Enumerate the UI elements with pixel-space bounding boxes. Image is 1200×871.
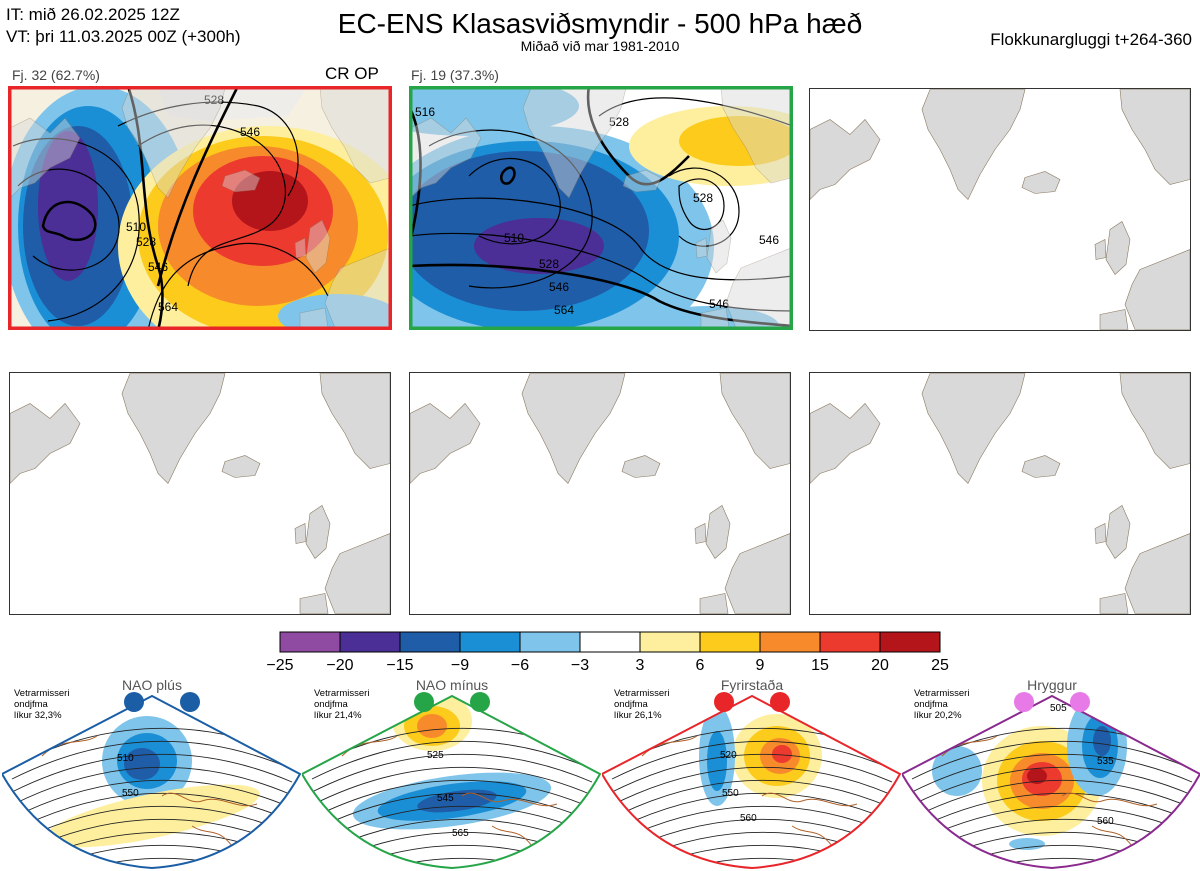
map-panel-4 [9,372,391,615]
map-panel-3 [809,88,1191,331]
contour-label: 546 [759,233,779,247]
colorbar-tick-label: −20 [326,657,353,674]
regime-note: ondjfma [614,699,649,710]
regime-outline [902,694,1200,870]
colorbar-tick-label: 25 [931,657,949,674]
contour-label: 564 [158,300,178,314]
contour-label: 546 [549,280,569,294]
regime-contour-label: 565 [452,828,469,839]
regime-contour-label: 505 [1050,703,1067,714]
contour-label: 528 [136,235,156,249]
colorbar-swatch [639,631,701,653]
page-subtitle: Miðað við mar 1981-2010 [520,38,680,54]
regime-contour-label: 510 [117,753,134,764]
colorbar-swatch [399,631,461,653]
contour-label: 528 [539,257,559,271]
contour-label: 510 [504,231,524,245]
page-title: EC-ENS Klasasviðsmyndir - 500 hPa hæð [337,8,863,39]
colorbar-tick-label: 3 [636,657,645,674]
colorbar-swatch [339,631,401,653]
contour-label: 510 [126,220,146,234]
panel-1-tag: CR OP [325,64,379,83]
regime-note: líkur 21,4% [314,710,362,721]
regime-note: Vetrarmisseri [14,688,69,699]
regime-note: ondjfma [314,699,349,710]
contour-label: 546 [709,297,729,311]
regime-contour-label: 525 [427,750,444,761]
colorbar-swatch [879,631,941,653]
valid-time: VT: þri 11.03.2025 00Z (+300h) [6,27,241,46]
colorbar-tick-label: 15 [811,657,829,674]
regime-outline [2,694,302,870]
regime-dot [124,692,144,712]
regime-note: ondjfma [914,699,949,710]
regime-outline [602,694,902,870]
regime-dot [1070,692,1090,712]
colorbar-tick-label: 20 [871,657,889,674]
map-panel-6 [809,372,1191,615]
colorbar-tick-label: −9 [451,657,469,674]
regime-contour-label: 520 [720,750,737,761]
contour-label: 528 [693,191,713,205]
colorbar: −25 −20 −15 −9 −6 −3 3 6 9 15 20 25 [266,631,949,674]
regime-name: Hryggur [1027,677,1077,693]
regime-name: NAO mínus [416,677,488,693]
panel-2-label: Fj. 19 (37.3%) [411,67,499,83]
colorbar-swatch [579,631,641,653]
colorbar-tick-label: −3 [571,657,589,674]
regime-note: Vetrarmisseri [614,688,669,699]
regime-dot [414,692,434,712]
panel-2-border [409,86,793,330]
colorbar-swatch [519,631,581,653]
regime-name: Fyrirstaða [721,677,783,693]
regime-note: Vetrarmisseri [314,688,369,699]
map-panel-1: 528 546 546 510 528 564 [8,86,392,330]
contour-label: 516 [415,105,435,119]
regime-note: ondjfma [14,699,49,710]
map-panel-2: 510 528 546 564 528 546 546 528 516 [409,86,793,330]
regime-note: líkur 32,3% [14,710,62,721]
colorbar-tick-label: −15 [386,657,413,674]
colorbar-swatch [699,631,761,653]
regime-contour-label: 550 [122,788,139,799]
contour-label: 546 [148,260,168,274]
regime-note: líkur 20,2% [914,710,962,721]
header-times: IT: mið 26.02.2025 12Z VT: þri 11.03.202… [6,4,241,48]
regime-dot [714,692,734,712]
map-panel-5 [409,372,791,615]
colorbar-swatch [819,631,881,653]
regime-contour-label: 560 [740,813,757,824]
colorbar-swatch [759,631,821,653]
panel-1-border [8,86,392,330]
colorbar-tick-label: 9 [756,657,765,674]
regime-dot [470,692,490,712]
colorbar-tick-label: −6 [511,657,529,674]
panel-1-label: Fj. 32 (62.7%) [12,67,100,83]
colorbar-tick-label: −25 [266,657,293,674]
colorbar-swatch [279,631,341,653]
window-label: Flokkunargluggi t+264-360 [990,30,1192,49]
regime-dot [1014,692,1034,712]
regime-note: líkur 26,1% [614,710,662,721]
regime-outline [302,694,602,870]
init-time: IT: mið 26.02.2025 12Z [6,5,180,24]
colorbar-swatch [459,631,521,653]
regime-contour-label: 545 [437,793,454,804]
contour-label: 564 [554,303,574,317]
regime-dot [180,692,200,712]
regime-dot [770,692,790,712]
contour-label: 546 [240,125,260,139]
regime-contour-label: 550 [722,788,739,799]
colorbar-tick-label: 6 [696,657,705,674]
regime-name: NAO plús [122,677,182,693]
regime-note: Vetrarmisseri [914,688,969,699]
regime-contour-label: 560 [1097,816,1114,827]
regime-contour-label: 535 [1097,756,1114,767]
